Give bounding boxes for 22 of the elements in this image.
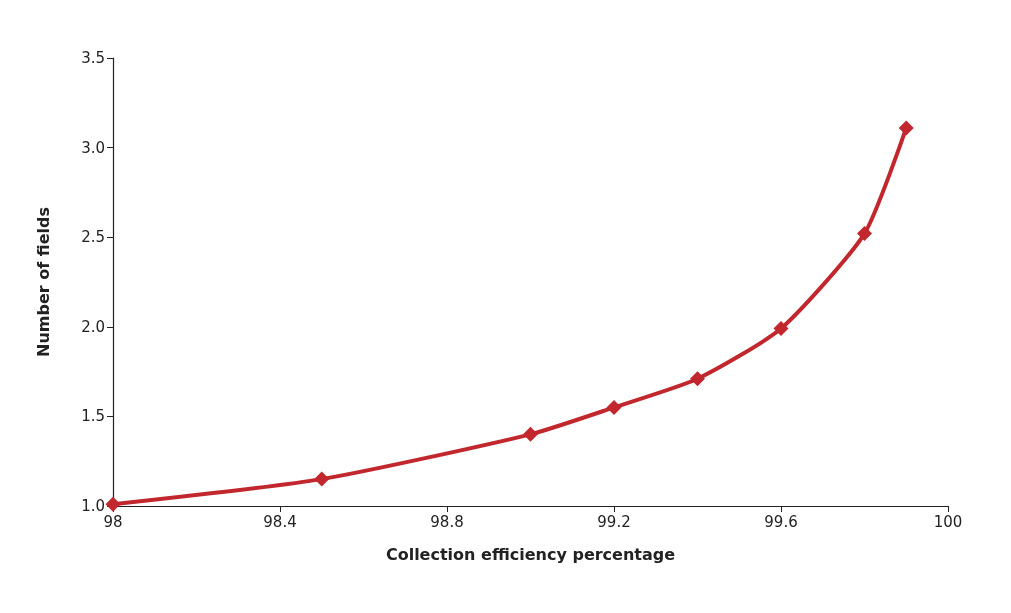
x-tick-label: 100 (933, 512, 963, 531)
point (690, 371, 705, 387)
point (314, 471, 330, 487)
x-tick-label: 98.8 (430, 512, 464, 531)
y-tick-label: 2.5 (81, 228, 105, 247)
x-tick-label: 99.2 (597, 512, 631, 531)
y-tick-label: 1.5 (81, 407, 105, 426)
y-tick-label: 3.0 (81, 138, 105, 157)
x-tick-label: 98 (103, 512, 123, 531)
y-tick-label: 1.0 (81, 497, 105, 515)
point (773, 321, 789, 337)
x-axis-title: Collection efficiency percentage (385, 544, 676, 564)
point (857, 226, 872, 242)
y-axis-title: Number of fields (33, 207, 53, 357)
point (606, 399, 622, 415)
y-tick-label: 2.0 (81, 317, 105, 336)
point (898, 120, 914, 136)
x-tick-label: 98.4 (263, 512, 297, 531)
point (105, 496, 121, 512)
point (523, 426, 538, 442)
y-tick-label: 3.5 (81, 49, 105, 67)
x-tick-label: 99.6 (764, 512, 798, 531)
